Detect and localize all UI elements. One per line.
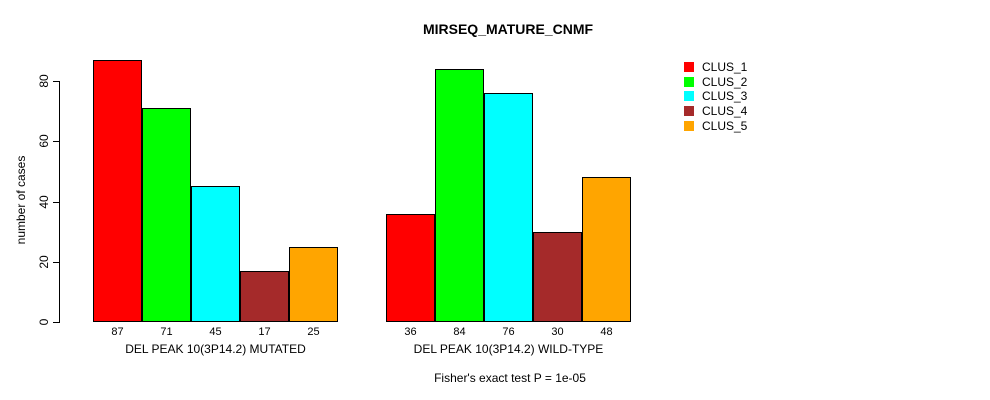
legend-swatch-clus_1 — [684, 62, 694, 72]
legend-label-clus_5: CLUS_5 — [702, 118, 748, 133]
bar-clus_5-group1 — [289, 246, 338, 322]
bar-clus_4-group2 — [533, 231, 582, 322]
y-axis-line — [59, 81, 60, 323]
bar-clus_2-group1 — [142, 108, 191, 322]
legend-swatch-clus_4 — [684, 106, 694, 116]
legend-label-clus_2: CLUS_2 — [702, 74, 748, 89]
y-tick — [53, 141, 59, 143]
chart-title: MIRSEQ_MATURE_CNMF — [422, 21, 594, 37]
bar-value-label: 48 — [600, 326, 613, 338]
x-group-label-1: DEL PEAK 10(3P14.2) MUTATED — [125, 342, 306, 356]
legend-swatch-clus_5 — [684, 120, 694, 131]
bar-clus_1-group1 — [93, 59, 142, 322]
footer-annotation: Fisher's exact test P = 1e-05 — [434, 371, 586, 385]
bar-value-label: 45 — [209, 326, 222, 338]
bar-clus_5-group2 — [582, 177, 631, 322]
bar-value-label: 17 — [258, 326, 271, 338]
bar-value-label: 87 — [111, 326, 124, 338]
legend-label-clus_1: CLUS_1 — [702, 60, 748, 74]
bar-value-label: 76 — [502, 326, 515, 338]
bar-value-label: 25 — [307, 326, 320, 338]
y-tick-label: 0 — [37, 318, 51, 326]
bar-value-label: 84 — [453, 326, 466, 338]
y-tick-label: 40 — [37, 194, 51, 209]
bar-clus_2-group2 — [435, 68, 484, 322]
legend-label-clus_4: CLUS_4 — [702, 104, 748, 118]
legend-swatch-clus_3 — [684, 91, 694, 102]
bar-value-label: 30 — [551, 326, 564, 338]
bar-value-label: 71 — [160, 326, 173, 338]
y-tick-label: 20 — [37, 255, 51, 269]
legend-swatch-clus_2 — [684, 76, 694, 87]
y-tick — [53, 201, 59, 203]
x-group-label-2: DEL PEAK 10(3P14.2) WILD-TYPE — [413, 342, 604, 356]
y-tick — [53, 261, 59, 263]
bar-value-label: 36 — [404, 326, 417, 338]
bar-clus_3-group2 — [484, 93, 533, 322]
y-tick-label: 80 — [37, 74, 51, 88]
bar-clus_3-group1 — [191, 186, 240, 322]
y-tick-label: 60 — [37, 134, 51, 148]
bar-clus_1-group2 — [386, 213, 435, 323]
bar-clus_4-group1 — [240, 270, 289, 322]
y-axis-label: number of cases — [14, 155, 28, 245]
legend-label-clus_3: CLUS_3 — [702, 89, 748, 104]
y-tick — [53, 81, 59, 82]
y-tick — [53, 322, 59, 323]
